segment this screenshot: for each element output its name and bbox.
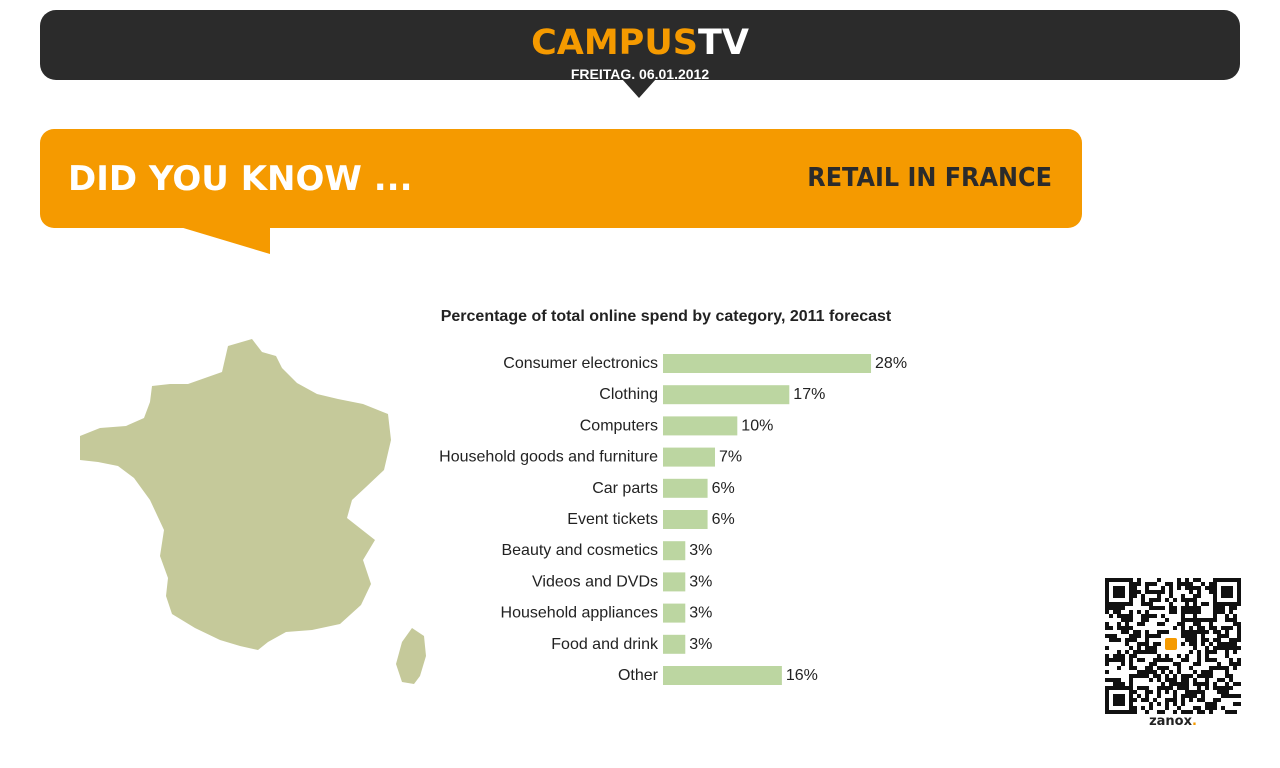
campus-tv-logo: CAMPUSTV [40,24,1240,62]
category-label: Food and drink [551,636,659,653]
qr-caption-dot: . [1191,714,1197,729]
qr-caption: zanox. [1105,714,1241,729]
value-label: 6% [712,480,735,497]
header-bar: CAMPUSTV FREITAG, 06.01.2012 [40,10,1240,82]
bar [663,354,872,373]
category-label: Computers [580,417,658,434]
value-label: 10% [741,417,773,434]
value-label: 6% [712,511,735,528]
bar [663,603,686,623]
chart-bars-group: Consumer electronics 28% Clothing 17% Comput… [439,354,907,685]
bar [663,385,790,405]
category-label: Clothing [599,386,658,403]
value-label: 16% [786,667,818,684]
category-label: Household goods and furniture [439,449,658,466]
did-you-know-banner: DID YOU KNOW ... RETAIL IN FRANCE [40,129,1082,228]
bar [663,634,686,654]
bar [663,666,782,685]
chart-title: Percentage of total online spend by cate… [441,308,892,325]
logo-part-campus: CAMPUS [531,23,698,63]
value-label: 3% [689,636,712,653]
bar [663,541,686,561]
value-label: 17% [793,386,825,403]
header-pointer [622,79,656,98]
bar [663,572,686,592]
bar [663,510,708,529]
category-label: Household appliances [501,605,658,622]
category-label: Videos and DVDs [532,573,658,590]
header-date: FREITAG, 06.01.2012 [570,66,710,82]
qr-code-icon [1105,578,1241,714]
category-label: Consumer electronics [503,355,658,372]
value-label: 3% [689,573,712,590]
bar [663,447,716,467]
qr-caption-text: zanox [1149,714,1192,729]
bar [663,416,738,436]
category-label: Car parts [592,480,658,497]
category-label: Other [618,667,659,684]
value-label: 3% [689,605,712,622]
category-label: Event tickets [567,511,658,528]
value-label: 28% [875,355,907,372]
banner-heading: DID YOU KNOW ... [68,159,413,199]
value-label: 3% [689,542,712,559]
value-label: 7% [719,449,742,466]
category-label: Beauty and cosmetics [501,542,658,559]
logo-part-tv: TV [697,23,749,63]
banner-topic: RETAIL IN FRANCE [807,163,1052,193]
bar [663,478,708,498]
